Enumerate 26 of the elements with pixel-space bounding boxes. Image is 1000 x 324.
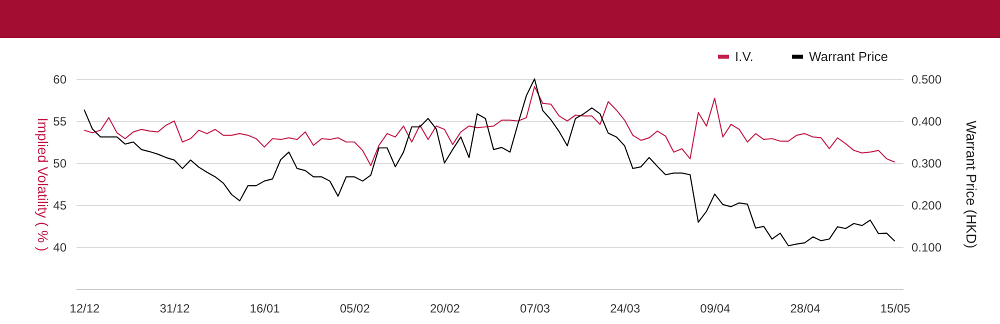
y2-tick-label: 0.500 (912, 72, 942, 86)
y-axis-title: Implied Volatility ( % ) (35, 118, 52, 252)
x-tick-label: 05/02 (340, 302, 370, 316)
x-tick-label: 28/04 (790, 302, 821, 316)
y2-tick-label: 0.100 (912, 240, 942, 254)
line-series (84, 78, 896, 246)
x-tick-label: 16/01 (250, 302, 280, 316)
x-tick-label: 07/03 (520, 302, 550, 316)
x-tick-label: 31/12 (160, 302, 190, 316)
y2-tick-label: 0.300 (912, 156, 942, 170)
y-tick-label: 60 (53, 72, 67, 86)
x-tick-label: 09/04 (700, 302, 731, 316)
y-tick-label: 50 (53, 156, 67, 170)
y2-axis-title: Warrant Price (HKD) (964, 120, 980, 248)
y-tick-label: 40 (53, 240, 67, 254)
x-tick-label: 24/03 (610, 302, 640, 316)
y2-tick-label: 0.400 (912, 114, 942, 128)
y-tick-label: 55 (53, 114, 67, 128)
y-tick-label: 45 (53, 198, 67, 212)
legend-label: I.V. (735, 48, 754, 64)
x-tick-label: 20/02 (430, 302, 460, 316)
legend-label: Warrant Price (809, 48, 888, 64)
x-tick-label: 15/05 (880, 302, 911, 316)
line-series (84, 86, 896, 166)
x-tick-label: 12/12 (70, 302, 100, 316)
y2-tick-label: 0.200 (912, 198, 942, 212)
